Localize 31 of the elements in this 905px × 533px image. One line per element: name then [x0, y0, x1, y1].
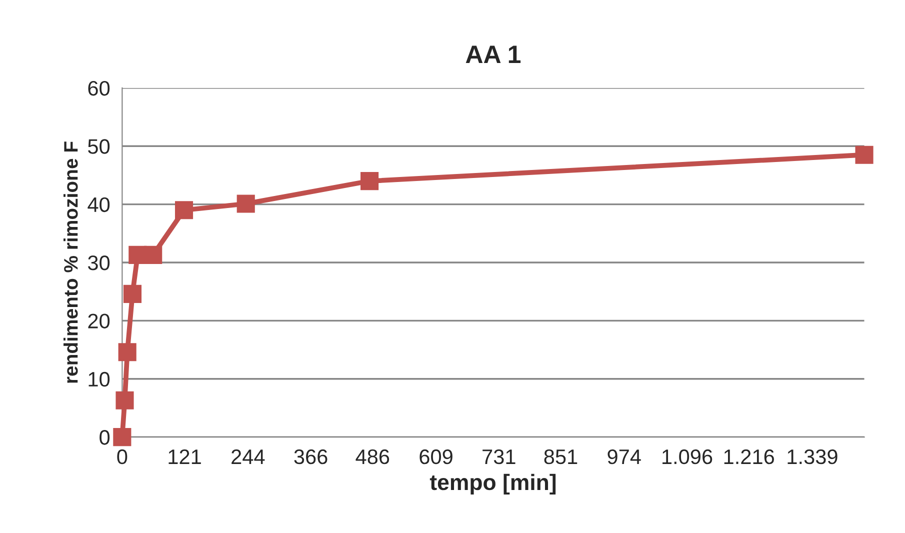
- y-tick-label: 60: [88, 80, 110, 96]
- x-tick-label: 366: [294, 449, 328, 464]
- chart-title: AA 1: [466, 46, 521, 63]
- x-axis-title: tempo [min]: [430, 474, 556, 495]
- x-tick-label: 121: [168, 449, 201, 464]
- x-tick-label: 0: [117, 449, 128, 464]
- y-axis-title: rendimento % rimozione F: [64, 142, 78, 383]
- y-tick-label: 10: [88, 372, 110, 387]
- y-tick-label: 0: [100, 430, 110, 445]
- point: [144, 246, 162, 264]
- y-tick-label: 40: [88, 197, 110, 212]
- y-tick-label: 20: [88, 314, 110, 328]
- y-tick-label: 30: [88, 256, 110, 270]
- x-tick-label: 974: [608, 449, 641, 464]
- point: [113, 428, 132, 446]
- x-tick-label: 609: [420, 449, 452, 464]
- x-tick-label: 1.339: [788, 449, 838, 464]
- point: [236, 194, 255, 213]
- point: [855, 146, 874, 164]
- x-tick-label: 1.096: [662, 449, 712, 464]
- x-tick-label: 1.216: [724, 449, 774, 464]
- y-tick-label: 50: [88, 139, 110, 154]
- x-tick-label: 851: [544, 449, 578, 464]
- x-tick-label: 486: [356, 449, 390, 464]
- point: [118, 343, 136, 362]
- point: [174, 201, 194, 220]
- point: [360, 172, 379, 190]
- x-tick-label: 244: [232, 449, 265, 464]
- point: [116, 391, 134, 410]
- x-tick-label: 731: [482, 449, 516, 464]
- point: [123, 284, 142, 303]
